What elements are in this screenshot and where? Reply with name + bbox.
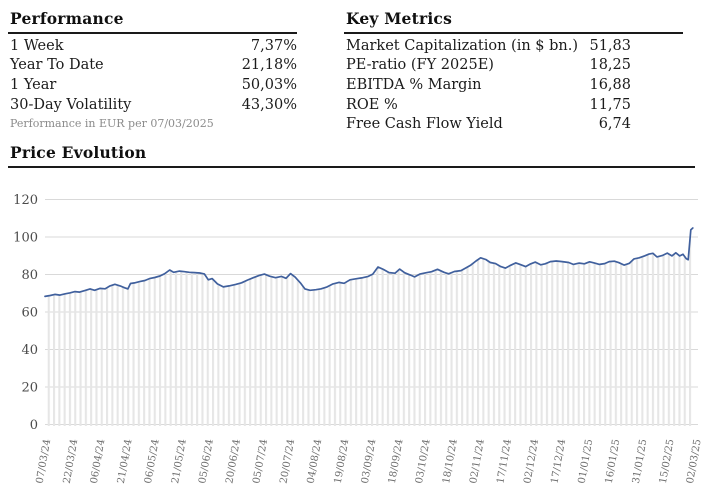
performance-title: Performance — [8, 8, 297, 34]
key-metrics-row: Free Cash Flow Yield 6,74 — [344, 114, 683, 134]
performance-row: 1 Week 7,37% — [8, 36, 297, 56]
x-axis-tick-label: 18/10/24 — [441, 438, 460, 484]
performance-row: 1 Year 50,03% — [8, 75, 297, 95]
price-evolution-title: Price Evolution — [8, 142, 695, 168]
row-value: 6,74 — [598, 116, 631, 133]
row-value: 7,37% — [250, 37, 297, 54]
x-axis-tick-label: 03/09/24 — [360, 438, 379, 484]
x-axis-tick-label: 05/06/24 — [197, 438, 216, 484]
performance-row: Year To Date 21,18% — [8, 56, 297, 76]
row-label: 1 Week — [10, 37, 64, 54]
row-label: 30-Day Volatility — [10, 96, 132, 113]
performance-rows: 1 Week 7,37% Year To Date 21,18% 1 Year 50,03… — [8, 36, 297, 114]
y-axis-tick-label: 100 — [13, 231, 38, 246]
x-axis-tick-label: 19/08/24 — [333, 438, 352, 484]
row-value: 21,18% — [241, 57, 297, 74]
y-axis-tick-label: 0 — [30, 418, 38, 433]
x-axis-tick-label: 07/03/24 — [35, 438, 54, 484]
key-metrics-row: PE-ratio (FY 2025E) 18,25 — [344, 56, 683, 76]
key-metrics-row: Market Capitalization (in $ bn.) 51,83 — [344, 36, 683, 56]
row-value: 16,88 — [589, 76, 631, 93]
price-area-hatch — [45, 228, 693, 426]
row-label: EBITDA % Margin — [346, 76, 482, 93]
y-axis-tick-label: 80 — [21, 268, 38, 283]
x-axis-tick-label: 02/03/25 — [685, 438, 703, 484]
x-axis-tick-label: 31/01/25 — [631, 438, 650, 484]
key-metrics-rows: Market Capitalization (in $ bn.) 51,83 PE-… — [344, 36, 683, 134]
y-axis-tick-label: 20 — [21, 381, 38, 396]
row-value: 50,03% — [241, 76, 297, 93]
key-metrics-title: Key Metrics — [344, 8, 683, 34]
performance-panel: Performance 1 Week 7,37% Year To Date 21,18… — [8, 8, 297, 130]
x-axis-tick-label: 02/12/24 — [522, 438, 541, 484]
x-axis-tick-label: 22/03/24 — [62, 438, 81, 484]
row-value: 51,83 — [589, 37, 631, 54]
row-value: 18,25 — [589, 57, 631, 74]
price-evolution-panel: Price Evolution — [8, 142, 695, 168]
x-axis-tick-label: 06/04/24 — [89, 438, 108, 484]
price-line — [44, 227, 694, 298]
row-label: Free Cash Flow Yield — [346, 116, 503, 133]
row-value: 43,30% — [241, 96, 297, 113]
x-axis-tick-label: 17/12/24 — [550, 438, 569, 484]
x-axis-tick-label: 21/05/24 — [170, 438, 189, 484]
x-axis-tick-label: 18/09/24 — [387, 438, 406, 484]
x-axis-tick-label: 15/02/25 — [658, 438, 677, 484]
x-axis-tick-label: 06/05/24 — [143, 438, 162, 484]
x-axis-tick-label: 04/08/24 — [306, 438, 325, 484]
x-axis-tick-label: 05/07/24 — [251, 438, 270, 484]
row-label: Year To Date — [10, 57, 104, 74]
x-axis-tick-label: 20/06/24 — [224, 438, 243, 484]
x-axis-tick-label: 03/10/24 — [414, 438, 433, 484]
key-metrics-panel: Key Metrics Market Capitalization (in $ … — [344, 8, 683, 134]
y-axis-tick-label: 60 — [21, 306, 38, 321]
row-label: 1 Year — [10, 76, 57, 93]
performance-footnote: Performance in EUR per 07/03/2025 — [10, 117, 214, 131]
x-axis-tick-label: 02/11/24 — [468, 438, 487, 484]
row-label: Market Capitalization (in $ bn.) — [346, 37, 579, 54]
performance-row: 30-Day Volatility 43,30% — [8, 95, 297, 115]
row-label: ROE % — [346, 96, 398, 113]
key-metrics-row: ROE % 11,75 — [344, 95, 683, 115]
row-label: PE-ratio (FY 2025E) — [346, 57, 494, 74]
key-metrics-row: EBITDA % Margin 16,88 — [344, 75, 683, 95]
row-value: 11,75 — [589, 96, 631, 113]
x-axis-tick-label: 16/01/25 — [604, 438, 623, 484]
y-axis-tick-label: 120 — [13, 193, 38, 208]
y-axis-tick-label: 40 — [21, 343, 38, 358]
x-axis-tick-label: 01/01/25 — [577, 438, 596, 484]
x-axis-tick-label: 21/04/24 — [116, 438, 135, 484]
x-axis-tick-label: 20/07/24 — [279, 438, 298, 484]
x-axis-tick-label: 17/11/24 — [495, 438, 514, 484]
